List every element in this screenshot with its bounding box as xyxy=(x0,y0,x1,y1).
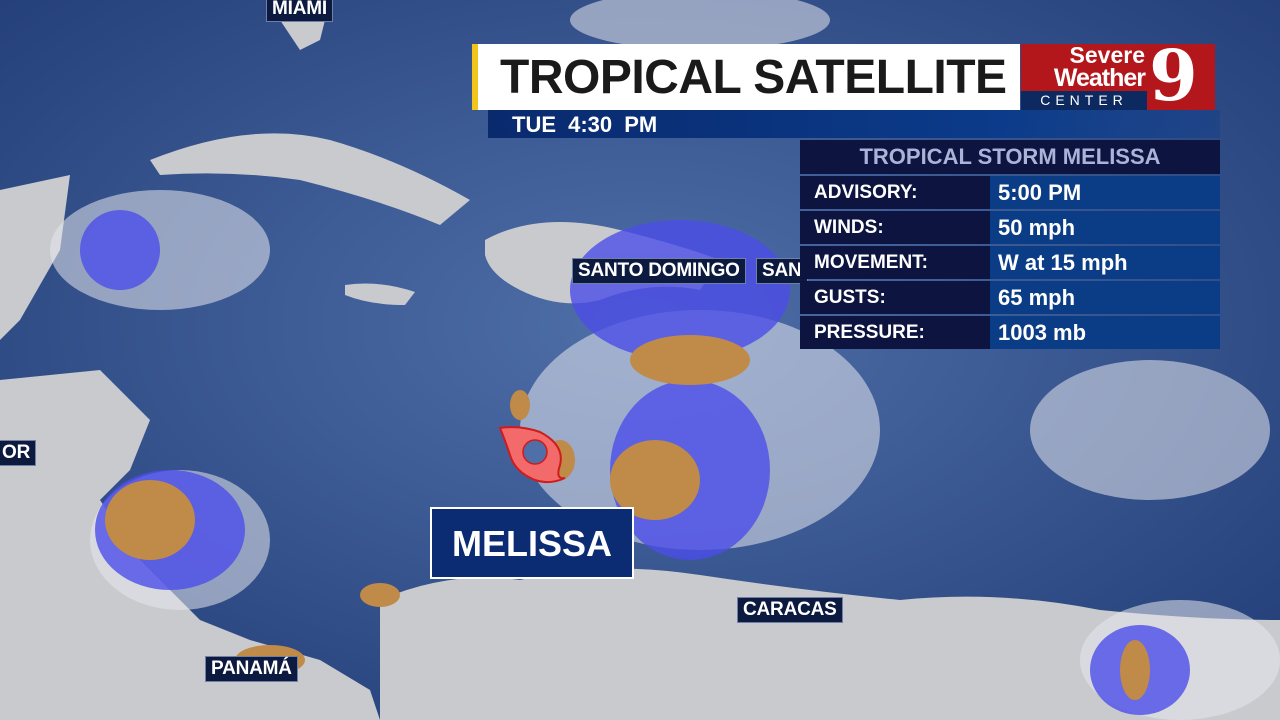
info-label: WINDS: xyxy=(800,211,990,244)
info-row-pressure: PRESSURE: 1003 mb xyxy=(800,316,1220,349)
tropical-storm-icon xyxy=(498,426,566,484)
station-logo: Severe Weather CENTER 9 xyxy=(1021,38,1215,114)
city-label-panama: PANAMÁ xyxy=(205,656,298,682)
page-title: TROPICAL SATELLITE xyxy=(500,51,1007,104)
info-row-winds: WINDS: 50 mph xyxy=(800,211,1220,244)
city-label-san-juan: SAN xyxy=(756,258,808,284)
info-row-advisory: ADVISORY: 5:00 PM xyxy=(800,176,1220,209)
info-label: MOVEMENT: xyxy=(800,246,990,279)
title-bar: TROPICAL SATELLITE xyxy=(472,44,1020,110)
storm-panel-title: TROPICAL STORM MELISSA xyxy=(800,140,1220,174)
city-label-miami: MIAMI xyxy=(266,0,333,22)
info-value: W at 15 mph xyxy=(990,246,1220,279)
info-label: PRESSURE: xyxy=(800,316,990,349)
info-row-movement: MOVEMENT: W at 15 mph xyxy=(800,246,1220,279)
info-value: 1003 mb xyxy=(990,316,1220,349)
info-value: 50 mph xyxy=(990,211,1220,244)
info-value: 5:00 PM xyxy=(990,176,1220,209)
info-label: ADVISORY: xyxy=(800,176,990,209)
info-row-gusts: GUSTS: 65 mph xyxy=(800,281,1220,314)
logo-line2: Weather xyxy=(1053,64,1146,92)
info-value: 65 mph xyxy=(990,281,1220,314)
logo-line1: Severe xyxy=(1069,42,1145,68)
city-label-santo-domingo: SANTO DOMINGO xyxy=(572,258,746,284)
timestamp: TUE 4:30 PM xyxy=(512,112,658,137)
logo-number: 9 xyxy=(1149,34,1198,117)
city-label-caracas: CARACAS xyxy=(737,597,843,623)
city-label-partial: OR xyxy=(0,440,37,466)
storm-name-label: MELISSA xyxy=(430,507,634,579)
heavy-rain xyxy=(105,335,1150,700)
storm-info-panel: TROPICAL STORM MELISSA ADVISORY: 5:00 PM … xyxy=(800,140,1220,349)
info-label: GUSTS: xyxy=(800,281,990,314)
logo-line3: CENTER xyxy=(1021,91,1147,110)
time-bar: TUE 4:30 PM xyxy=(488,110,1220,138)
